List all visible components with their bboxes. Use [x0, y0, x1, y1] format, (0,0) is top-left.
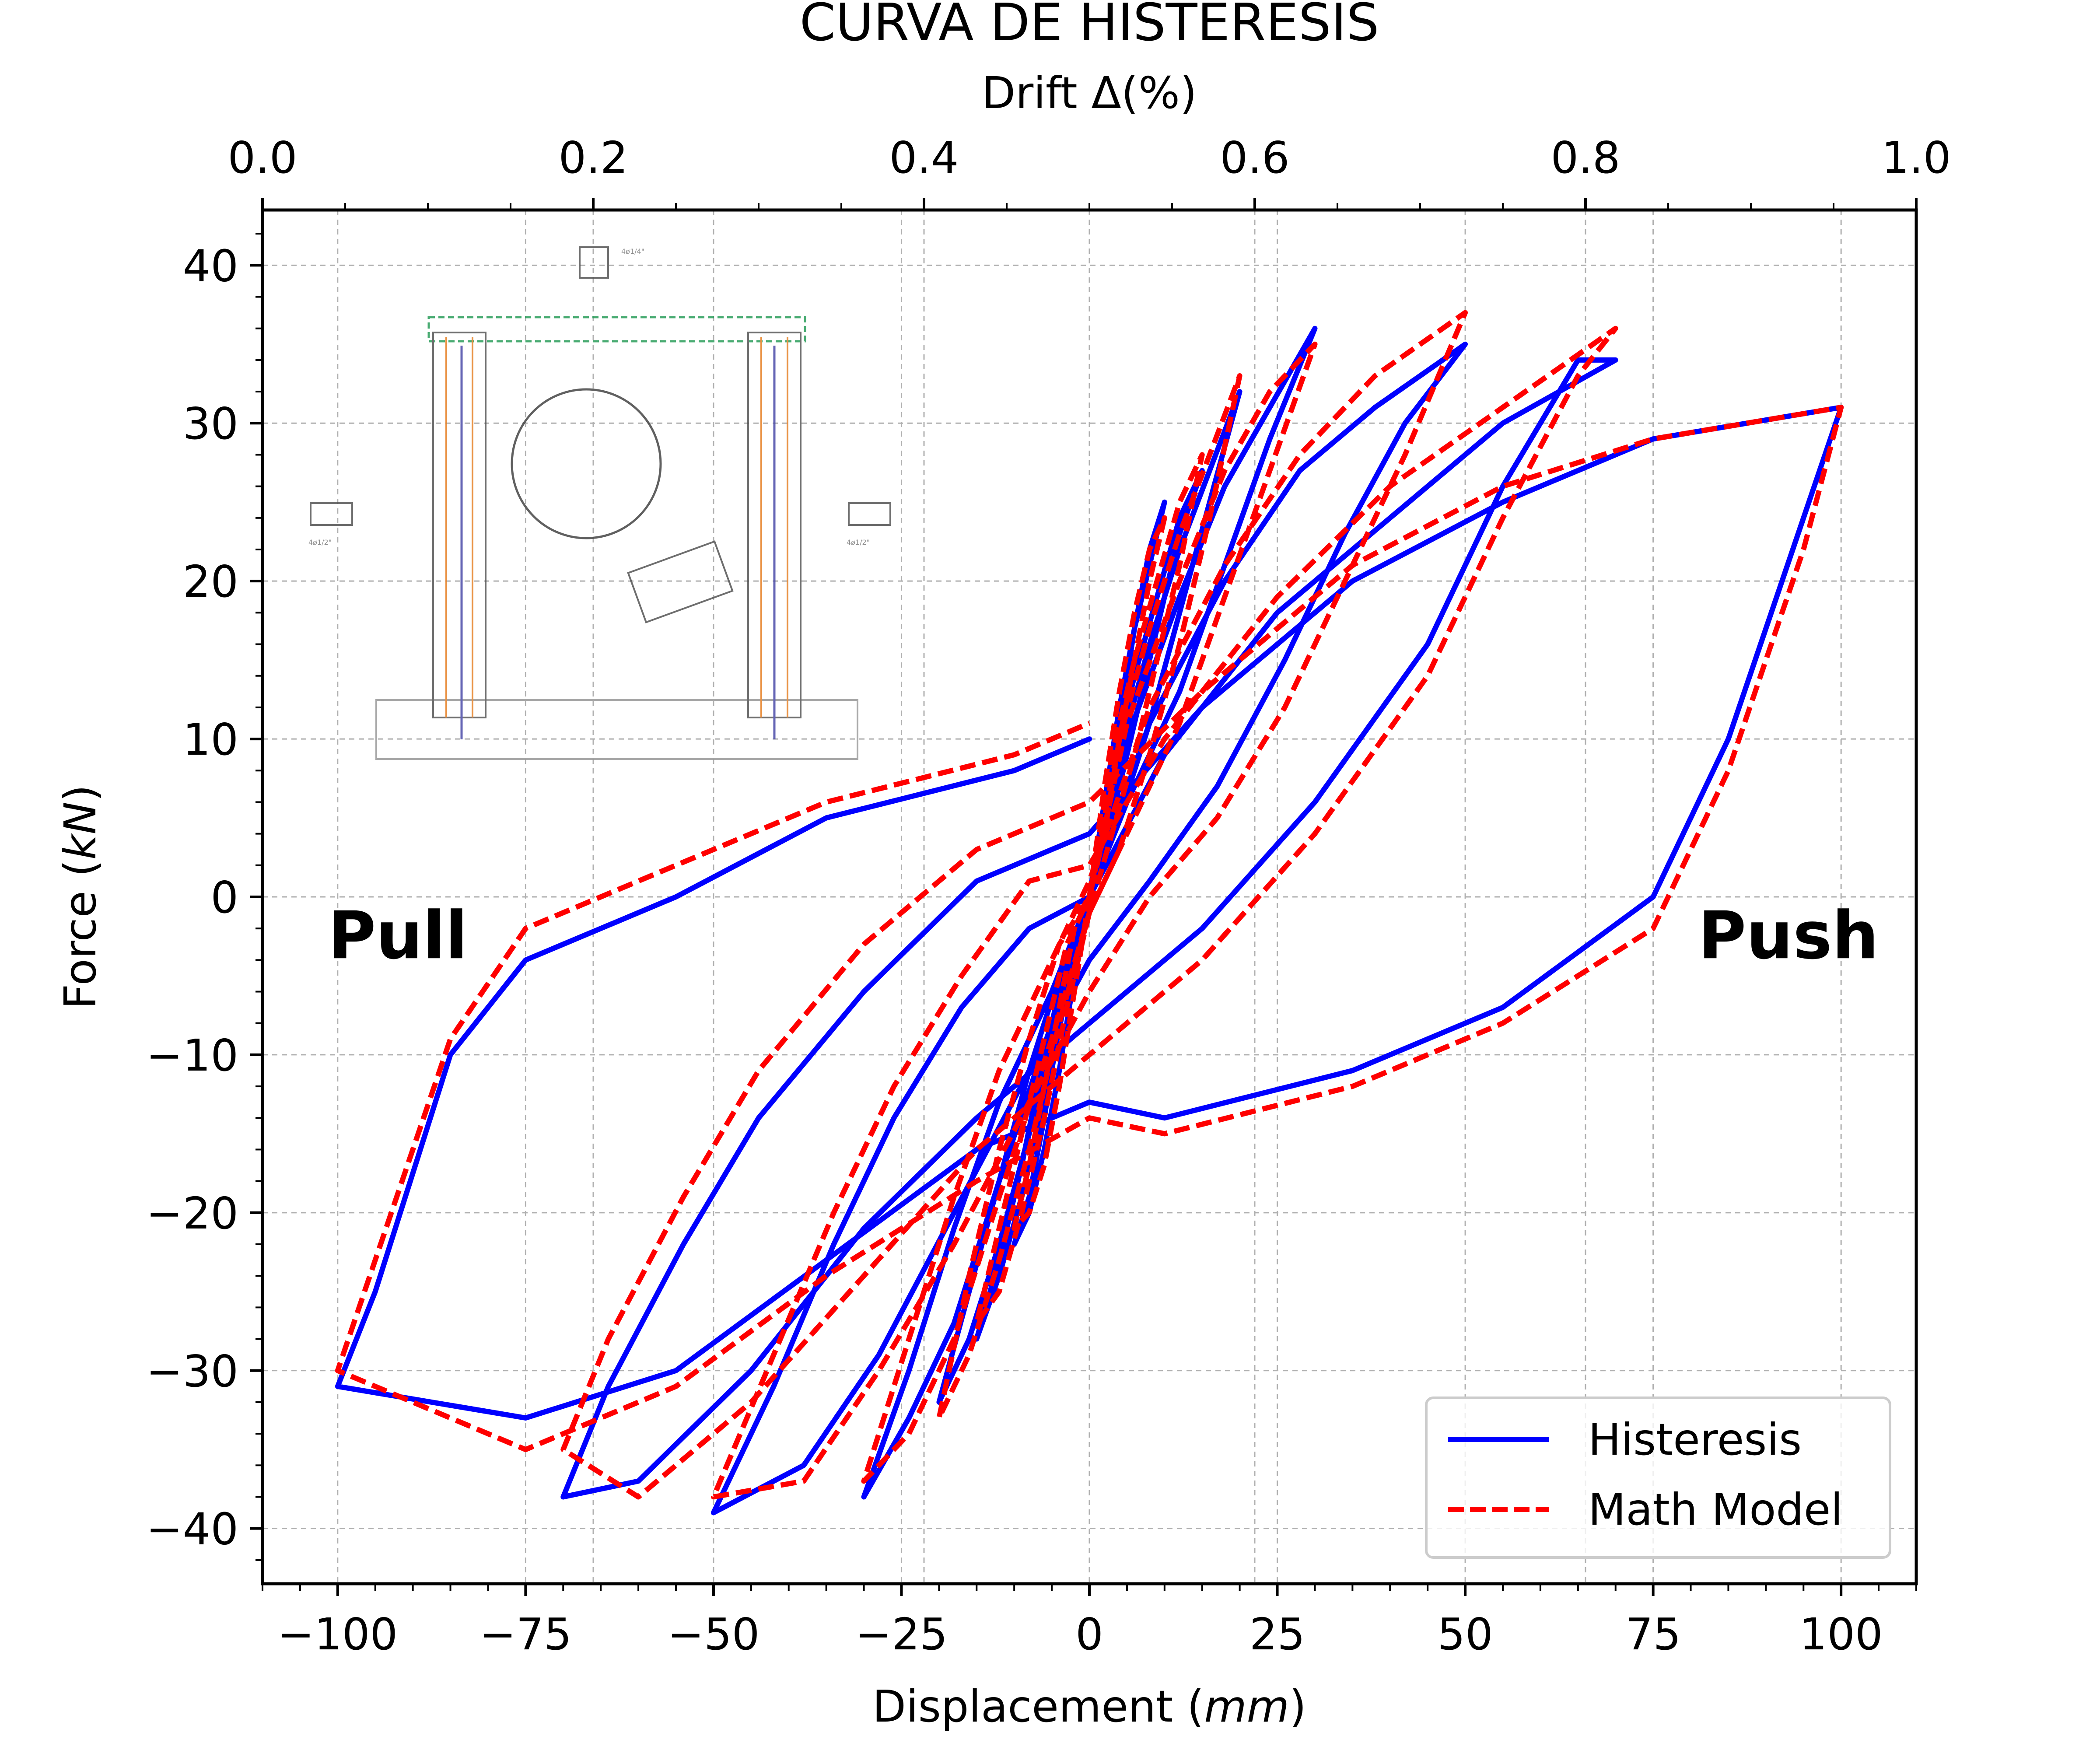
svg-text:4ø1/2": 4ø1/2" [308, 538, 332, 546]
x2-tick-label-2: 0.4 [889, 132, 959, 183]
x2-tick-label-1: 0.2 [558, 132, 628, 183]
y-tick-label-5: 10 [183, 714, 238, 765]
inset-wall-drawing: 4ø1/4" 4ø1/2" 4ø1/2" [308, 246, 891, 760]
series-layer [335, 310, 1844, 1516]
chart-title: CURVA DE HISTERESIS [800, 0, 1379, 52]
y-tick-label-3: −10 [146, 1030, 238, 1081]
x2-tick-label-3: 0.6 [1220, 132, 1289, 183]
x-tick-label-3: −25 [855, 1609, 948, 1660]
svg-text:4ø1/4": 4ø1/4" [621, 247, 644, 256]
x2-tick-label-0: 0.0 [228, 132, 297, 183]
x-tick-label-4: 0 [1075, 1609, 1103, 1660]
y-tick-label-1: −30 [146, 1346, 238, 1397]
x-tick-label-1: −75 [480, 1609, 572, 1660]
x-axis-label: Displacement (mm) [872, 1681, 1306, 1732]
series-line-math-model [335, 310, 1844, 1500]
x-tick-label-2: −50 [667, 1609, 760, 1660]
y-tick-label-0: −40 [146, 1504, 238, 1555]
pull-label: Pull [328, 898, 468, 974]
x-tick-label-6: 50 [1437, 1609, 1493, 1660]
y-tick-label-4: 0 [210, 872, 238, 923]
push-label: Push [1698, 898, 1879, 974]
legend: Histeresis Math Model [1425, 1396, 1891, 1559]
x-tick-label-7: 75 [1625, 1609, 1681, 1660]
axis-ticks: −100 −75 −50 −25 0 25 50 75 100−40−30−20−1001020… [146, 132, 1951, 1660]
x2-tick-label-5: 1.0 [1881, 132, 1951, 183]
x2-tick-label-4: 0.8 [1550, 132, 1620, 183]
y-axis-label: Force (kN) [55, 784, 106, 1009]
x-tick-label-0: −100 [277, 1609, 398, 1660]
x-tick-label-5: 25 [1250, 1609, 1305, 1660]
y-tick-label-6: 20 [183, 556, 238, 607]
x-tick-label-8: 100 [1799, 1609, 1883, 1660]
y-tick-label-8: 40 [183, 240, 238, 291]
x2-axis-label: Drift Δ(%) [982, 67, 1197, 119]
svg-text:4ø1/2": 4ø1/2" [847, 538, 870, 546]
y-tick-label-7: 30 [183, 398, 238, 449]
y-axis-unit: kN [55, 802, 106, 860]
y-tick-label-2: −20 [146, 1188, 238, 1239]
x-axis-unit: mm [1204, 1681, 1289, 1732]
legend-label-math-model: Math Model [1588, 1484, 1843, 1535]
legend-label-histeresis: Histeresis [1588, 1414, 1802, 1465]
y-axis-label-text: Force [55, 891, 106, 1009]
x-axis-label-text: Displacement [872, 1681, 1173, 1732]
